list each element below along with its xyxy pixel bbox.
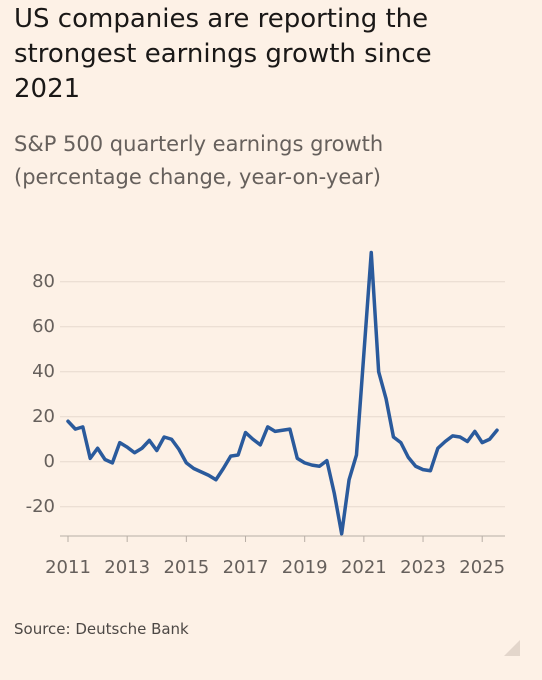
x-tick-label: 2023 <box>400 557 446 578</box>
y-tick-label: 20 <box>32 406 55 427</box>
y-tick-label: -20 <box>26 496 55 517</box>
x-tick-label: 2015 <box>163 557 209 578</box>
x-tick-label: 2011 <box>45 557 91 578</box>
corner-icon <box>504 640 520 656</box>
chart-title: US companies are reporting the strongest… <box>14 4 432 104</box>
x-tick-label: 2021 <box>341 557 387 578</box>
y-tick-label: 0 <box>44 451 55 472</box>
x-tick-label: 2025 <box>459 557 505 578</box>
y-tick-label: 60 <box>32 316 55 337</box>
source: Source: Deutsche Bank <box>14 620 189 638</box>
chart-subtitle: S&P 500 quarterly earnings growth (perce… <box>14 132 384 189</box>
y-tick-label: 80 <box>32 271 55 292</box>
line-series <box>66 250 499 536</box>
y-tick-label: 40 <box>32 361 55 382</box>
x-tick-label: 2013 <box>104 557 150 578</box>
x-tick-label: 2017 <box>223 557 269 578</box>
x-tick-label: 2019 <box>282 557 328 578</box>
